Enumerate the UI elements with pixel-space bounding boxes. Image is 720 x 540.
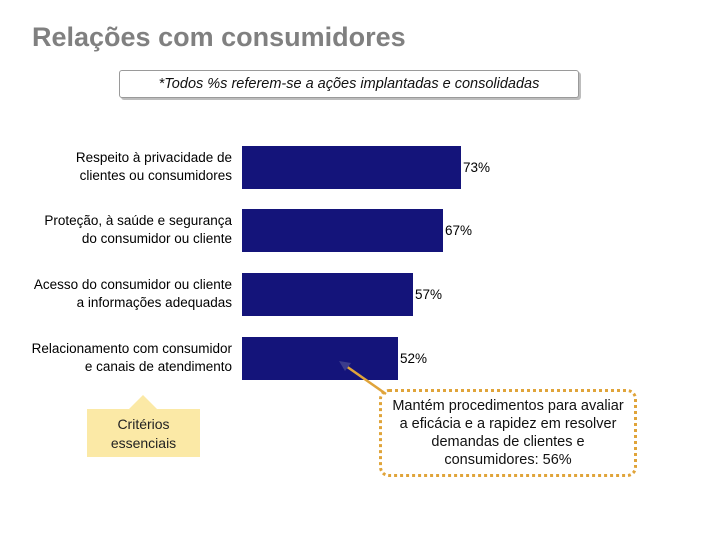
- category-label: Proteção, à saúde e segurança: [44, 213, 232, 228]
- bar: [242, 146, 461, 189]
- category-label: Respeito à privacidade de: [76, 150, 232, 165]
- category-label: a informações adequadas: [77, 295, 233, 310]
- bar: [242, 209, 443, 252]
- category-label: e canais de atendimento: [85, 359, 232, 374]
- category-label: Relacionamento com consumidor: [32, 341, 233, 356]
- bar: [242, 273, 413, 316]
- category-label: clientes ou consumidores: [80, 168, 233, 183]
- value-label: 57%: [415, 287, 442, 302]
- category-label: Acesso do consumidor ou cliente: [34, 277, 232, 292]
- value-label: 52%: [400, 351, 427, 366]
- criteria-badge-shape: [87, 395, 200, 457]
- callout-arrow-line: [345, 364, 387, 396]
- callout-arrow-head: [339, 361, 351, 371]
- criteria-badge: Critérios essenciais: [87, 395, 200, 457]
- page-title: Relações com consumidores: [32, 22, 406, 52]
- note-text: *Todos %s referem-se a ações implantadas…: [158, 76, 540, 92]
- value-label: 67%: [445, 223, 472, 238]
- bar: [242, 337, 398, 380]
- category-label: do consumidor ou cliente: [82, 231, 232, 246]
- callout-box: Mantém procedimentos para avaliar a efic…: [379, 389, 637, 477]
- criteria-badge-text: Critérios essenciais: [110, 416, 177, 451]
- value-label: 73%: [463, 160, 490, 175]
- callout-text: Mantém procedimentos para avaliar a efic…: [392, 398, 624, 468]
- note-box: *Todos %s referem-se a ações implantadas…: [119, 70, 579, 98]
